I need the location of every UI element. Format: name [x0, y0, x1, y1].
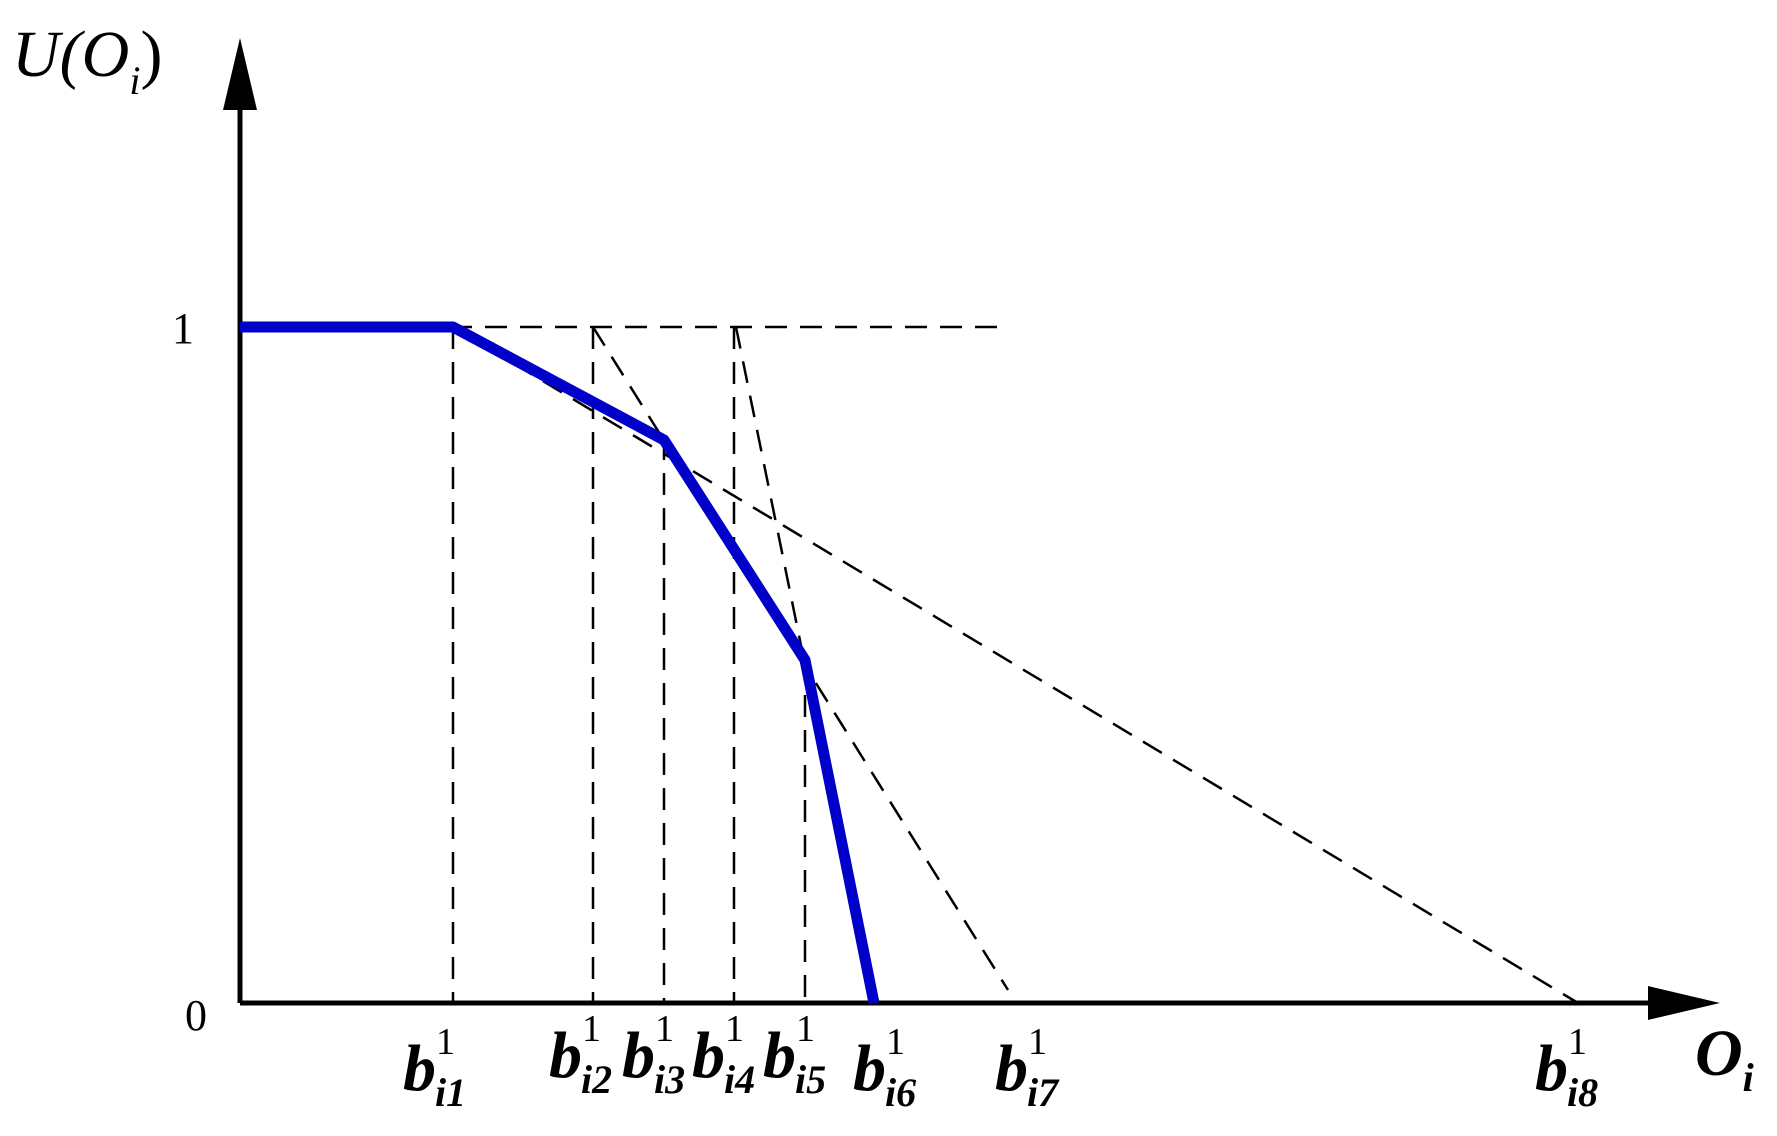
- breakpoint-label-b4: b1 i4: [692, 1008, 755, 1102]
- axes: [223, 38, 1720, 1020]
- breakpoint-label-b2: b1 i2: [549, 1008, 612, 1102]
- breakpoint-label-b6: b1 i6: [853, 1021, 916, 1115]
- breakpoint-labels: b1 i1 b1 i2 b1 i3 b1 i4 b1 i5 b1 i6 b1 i7 b1 i8: [403, 1008, 1598, 1115]
- y-axis-arrow: [223, 38, 257, 110]
- breakpoint-label-b5: b1 i5: [763, 1008, 826, 1102]
- breakpoint-label-b3: b1 i3: [622, 1008, 685, 1102]
- diagonal-guide-b1-b8: [452, 325, 1579, 1005]
- y-tick-label-1: 1: [172, 304, 194, 353]
- y-tick-label-0: 0: [185, 991, 207, 1040]
- dashed-guides: [240, 325, 1579, 1005]
- breakpoint-label-b1: b1 i1: [403, 1021, 466, 1115]
- breakpoint-label-b7: b1 i7: [995, 1021, 1060, 1115]
- y-axis-label: U(Oi): [12, 18, 162, 103]
- utility-curve: [240, 321, 880, 1005]
- breakpoint-label-b8: b1 i8: [1535, 1021, 1598, 1115]
- x-axis-label: Oi: [1695, 1017, 1754, 1100]
- x-axis-arrow: [1648, 986, 1720, 1020]
